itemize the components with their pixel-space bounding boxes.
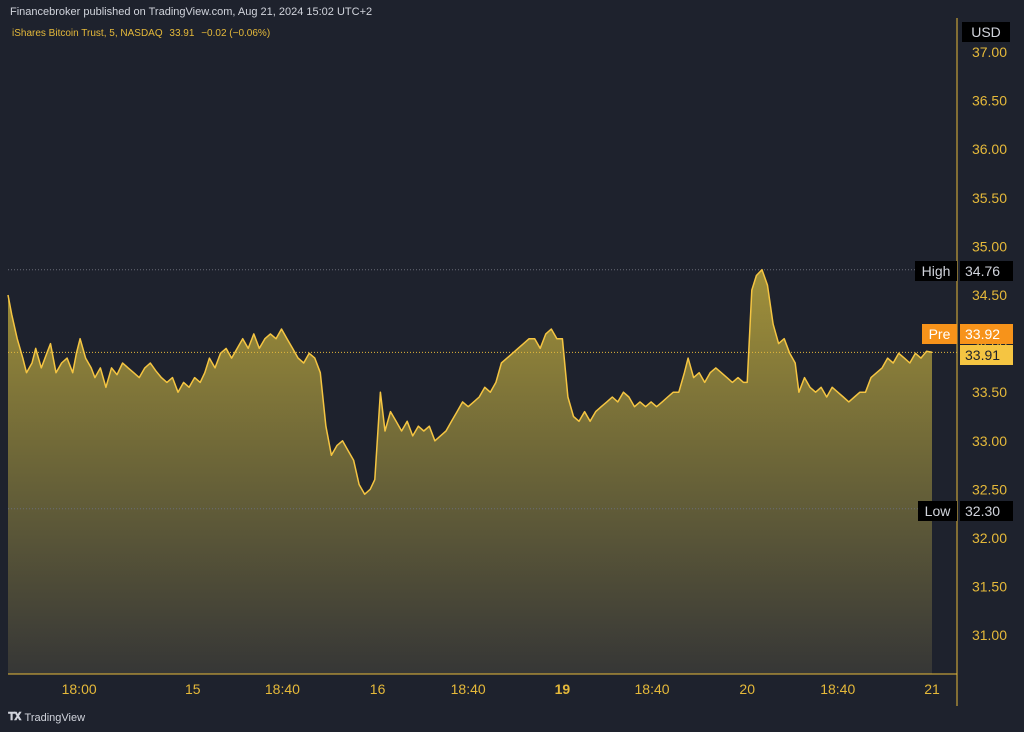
symbol-name: iShares Bitcoin Trust, 5, NASDAQ bbox=[12, 28, 163, 39]
y-tick-label: 32.50 bbox=[972, 481, 1007, 497]
low-value: 32.30 bbox=[960, 501, 1013, 521]
price-line bbox=[7, 268, 933, 495]
x-tick-label: 18:40 bbox=[451, 681, 486, 697]
y-tick-label: 35.00 bbox=[972, 238, 1007, 254]
x-tick-label: 15 bbox=[185, 681, 201, 697]
y-tick-label: 36.50 bbox=[972, 93, 1007, 109]
high-value: 34.76 bbox=[960, 261, 1013, 281]
x-tick-label: 20 bbox=[739, 681, 755, 697]
y-tick-label: 37.00 bbox=[972, 44, 1007, 60]
x-tick-label: 18:40 bbox=[820, 681, 855, 697]
symbol-change: −0.02 (−0.06%) bbox=[201, 28, 271, 39]
low-label: Low bbox=[918, 501, 957, 521]
last-price-badge: 33.91 bbox=[960, 345, 1013, 365]
price-area bbox=[8, 269, 932, 674]
pre-label: Pre bbox=[922, 324, 957, 344]
x-tick-label: 18:40 bbox=[635, 681, 670, 697]
x-tick-label: 19 bbox=[555, 681, 571, 697]
x-tick-label: 16 bbox=[370, 681, 386, 697]
currency-label[interactable]: USD bbox=[962, 22, 1010, 42]
high-label: High bbox=[915, 261, 957, 281]
y-tick-label: 34.50 bbox=[972, 287, 1007, 303]
pre-value: 33.92 bbox=[960, 324, 1013, 344]
tradingview-logo-icon: 𝐓𝐗 bbox=[8, 711, 21, 723]
y-tick-label: 33.50 bbox=[972, 384, 1007, 400]
symbol-last-price: 33.91 bbox=[169, 28, 195, 39]
symbol-legend[interactable]: iShares Bitcoin Trust, 5, NASDAQ 33.91 −… bbox=[12, 28, 274, 39]
publisher-line: Financebroker published on TradingView.c… bbox=[10, 6, 373, 18]
tradingview-logo-text: TradingView bbox=[24, 711, 86, 724]
x-tick-label: 18:00 bbox=[62, 681, 97, 697]
y-tick-label: 32.00 bbox=[972, 530, 1007, 546]
y-tick-label: 31.50 bbox=[972, 579, 1007, 595]
y-tick-label: 31.00 bbox=[972, 627, 1007, 643]
tradingview-logo[interactable]: 𝐓𝐗 TradingView bbox=[8, 711, 85, 724]
y-tick-label: 36.00 bbox=[972, 141, 1007, 157]
y-tick-label: 33.00 bbox=[972, 433, 1007, 449]
y-tick-label: 35.50 bbox=[972, 190, 1007, 206]
x-tick-label: 18:40 bbox=[265, 681, 300, 697]
x-tick-label: 21 bbox=[924, 681, 940, 697]
